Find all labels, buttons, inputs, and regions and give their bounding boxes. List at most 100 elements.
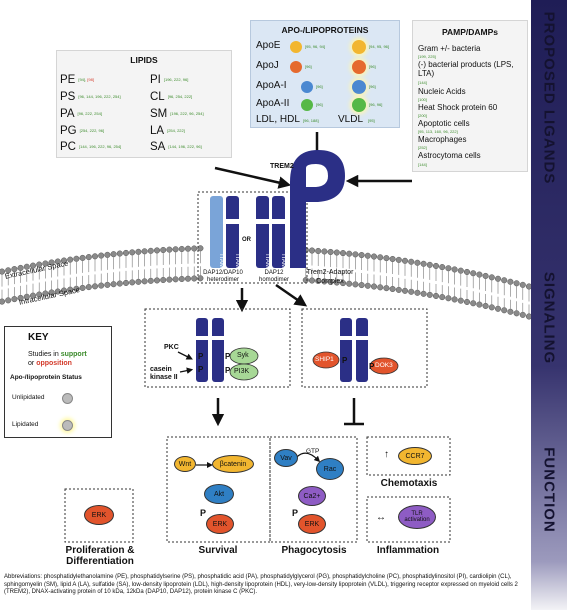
lipid-head [426,261,433,268]
lipid-head [98,282,105,289]
lipid-head [172,276,179,283]
lipids-arrow [214,166,292,189]
heterodimer-label: DAP12/DAP10 heterodimer [203,270,243,283]
pamp-item: Apoptotic cells [418,119,470,128]
phospho-p: P [225,366,231,375]
lipid-head [122,279,130,286]
trem2-label: TREM2 [270,163,294,170]
lipid-head [519,311,526,318]
lipid-head [308,277,316,284]
dap10-chain [210,196,223,268]
lipids-title: LIPIDS [130,55,158,65]
section-sidebar [531,0,567,610]
akt-node: Akt [204,484,234,504]
lipid-head [389,285,396,293]
trem2-receptor [290,150,345,268]
lipid-head [129,249,136,256]
lipid-head [383,285,390,292]
lipid-head [476,301,483,308]
disulfide-mark [226,219,239,224]
tlr-node: TLR activation [398,505,436,529]
lipid-head [408,258,415,265]
lipid-head [54,288,61,295]
lipid-row: PA [96, 222, 254] [60,108,102,120]
pi3k-label: PI3K [234,368,250,375]
inflammation-box [366,496,451,543]
lipid-head [54,258,61,265]
lipid-head [513,310,520,317]
lipid-row: PG [254, 222, 96] [60,125,105,137]
lipid-head [420,260,427,267]
abbreviations-footer: Abbreviations: phosphatidylethanolamine … [4,574,518,595]
pamp-ref: [144] [418,80,427,85]
lipid-head [339,280,347,287]
lipid-head [48,289,55,296]
or-label: OR [242,237,251,243]
lipid-head [110,251,117,258]
lipid-head [513,280,520,287]
sidebar-label-ligands: PROPOSED LIGANDS [540,11,558,185]
key-box [4,326,112,438]
disulfide-mark [340,336,368,340]
lipid-head [525,313,531,320]
lipid-head [98,252,105,259]
pamp-item: Nucleic Acids [418,87,466,96]
apo-row: ApoA-II [256,98,290,109]
lipid-head [364,252,371,259]
lipid-head [432,292,440,300]
lipid-head [414,289,421,296]
apo-row: LDL, HDL [256,114,300,125]
lipid-head [73,285,80,292]
lipid-head [321,248,328,255]
apo-title: APO-/LIPOPROTEINS [281,25,369,35]
lipid-head [166,276,173,283]
apoa1-unlipidated-dot [301,81,313,93]
lipid-head [370,283,378,290]
lipid-head [482,302,489,309]
ship1-label: SHIP1 [315,356,334,363]
lipid-head [457,297,464,304]
lipid-head [439,264,446,271]
lipid-head [339,250,347,257]
erk-node: ERK [84,505,114,525]
lipid-head [5,267,12,274]
lipid-head [377,254,384,261]
itam-label: ITAM [234,254,240,268]
sidebar-label-function: FUNCTION [540,447,558,533]
pamp-item: Macrophages [418,135,467,144]
prolif-box [64,488,134,543]
lipid-head [166,246,173,253]
apo-row: ApoJ [256,60,279,71]
lipid-head [408,288,415,295]
lipid-head [414,259,421,266]
disulfide-mark [256,219,285,224]
apo-ref: [96] [316,102,323,107]
lipid-head [482,272,489,279]
phospho-p: P [198,365,204,374]
pathway-diagram [0,132,531,543]
lipid-head [23,293,30,300]
lipid-head [60,287,68,294]
lipid-head [141,278,148,285]
lipid-head [470,300,477,307]
lipid-head [346,250,353,257]
lipid-head [389,255,396,263]
apo-box: APO-/LIPOPROTEINS [250,20,400,128]
lipid-head [178,275,185,283]
lipid-head [29,262,37,269]
dap12-chain [272,196,285,268]
phospho-p: P [198,352,204,361]
pamp-box: PAMP/DAMPs [412,20,528,172]
lipid-row: CL [96, 254, 222] [150,91,193,103]
apo-ref: [96, 96] [369,102,383,107]
bcatenin-node: βcatenin [212,455,254,473]
membrane-lipids [0,245,531,320]
apoa2-lipidated-dot [352,98,366,112]
lipid-head [122,249,130,256]
pamp-ref: [95, 113, 160, 96, 222] [418,129,458,134]
lipid-head [135,278,142,285]
dok3-node [369,357,399,375]
apo-ref: [96, 188] [303,118,319,123]
lipid-head [116,250,123,257]
lipid-head [104,251,111,258]
